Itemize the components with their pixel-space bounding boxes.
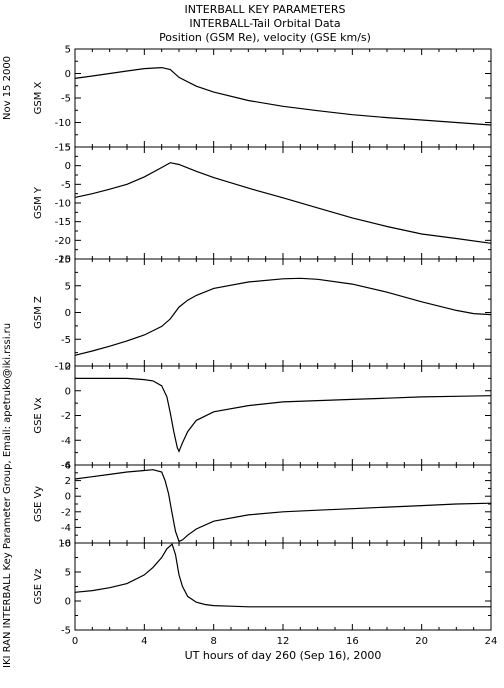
panel-2-ytick-label-3: -10 xyxy=(55,199,71,210)
xtick-label-5: 20 xyxy=(415,636,428,647)
panel-6-ylabel: GSE Vz xyxy=(33,569,44,605)
panel-5-ytick-label-1: 2 xyxy=(65,476,71,487)
panel-6-ytick-label-1: 5 xyxy=(65,568,71,579)
xtick-label-3: 12 xyxy=(277,636,290,647)
panel-3-ytick-label-0: 10 xyxy=(58,255,71,266)
panel-2-ytick-label-0: 5 xyxy=(65,143,71,154)
xtick-label-1: 4 xyxy=(141,636,147,647)
chart-title-line-1: INTERBALL KEY PARAMETERS xyxy=(185,3,346,16)
panel-5-ytick-label-5: -6 xyxy=(61,539,71,550)
panel-4-ytick-label-0: 2 xyxy=(65,362,71,373)
panel-2-ytick-label-6: -25 xyxy=(55,255,71,266)
panel-1-ytick-label-4: -15 xyxy=(55,143,71,154)
panel-2-ytick-label-5: -20 xyxy=(55,236,71,247)
side-credit-label: IKI RAN INTERBALL Key Parameter Group, E… xyxy=(2,323,13,668)
panel-3-frame xyxy=(74,258,492,367)
panel-2-frame xyxy=(74,146,492,260)
xtick-label-6: 24 xyxy=(485,636,498,647)
panel-1-ytick-label-3: -10 xyxy=(55,118,71,129)
panel-5-ytick-label-4: -4 xyxy=(61,523,71,534)
panel-5-ytick-label-2: 0 xyxy=(65,492,71,503)
panel-5-ytick-label-0: 4 xyxy=(65,461,71,472)
panel-3-ytick-label-3: -5 xyxy=(61,335,71,346)
panel-6-ytick-label-0: 10 xyxy=(58,539,71,550)
panel-4-ytick-label-4: -6 xyxy=(61,461,71,472)
panel-2-ytick-label-4: -15 xyxy=(55,217,71,228)
panel-1-ytick-label-0: 5 xyxy=(65,45,71,56)
panel-3-ylabel: GSM Z xyxy=(33,296,44,329)
panel-5-series-line xyxy=(74,469,492,543)
panel-4-ylabel: GSE Vx xyxy=(33,397,44,433)
panel-6-ytick-label-3: -5 xyxy=(61,626,71,637)
panel-3-ytick-label-2: 0 xyxy=(65,308,71,319)
panel-4-ytick-label-3: -4 xyxy=(61,436,71,447)
panel-1-ytick-label-1: 0 xyxy=(65,69,71,80)
panel-1-ylabel: GSM X xyxy=(33,81,44,114)
panel-3-ytick-label-4: -10 xyxy=(55,362,71,373)
panel-6-series-line xyxy=(74,543,491,608)
side-date-label: Nov 15 2000 xyxy=(2,56,13,120)
panel-4-frame xyxy=(74,365,492,466)
panel-3-series-line xyxy=(74,277,492,356)
xtick-label-4: 16 xyxy=(346,636,359,647)
chart-title-line-2: INTERBALL-Tail Orbital Data xyxy=(189,17,340,30)
panel-1-ytick-label-2: -5 xyxy=(61,94,71,105)
panel-5-ytick-label-3: -2 xyxy=(61,507,71,518)
panel-1-frame xyxy=(74,48,492,148)
panel-2-ytick-label-2: -5 xyxy=(61,180,71,191)
panel-1-series-line xyxy=(74,66,492,126)
chart-title-line-3: Position (GSM Re), velocity (GSE km/s) xyxy=(159,31,371,44)
panel-4-series-line xyxy=(75,377,492,453)
panel-6-frame xyxy=(74,542,492,631)
panel-5-ylabel: GSE Vy xyxy=(33,486,44,522)
xtick-label-0: 0 xyxy=(72,636,78,647)
panel-4-ytick-label-1: 0 xyxy=(65,386,71,397)
panel-6-ytick-label-2: 0 xyxy=(65,597,71,608)
panel-2-ylabel: GSM Y xyxy=(33,186,44,219)
panel-4-ytick-label-2: -2 xyxy=(61,411,71,422)
panel-2-ytick-label-1: 0 xyxy=(65,161,71,172)
panel-3-ytick-label-1: 5 xyxy=(65,281,71,292)
panel-5-frame xyxy=(74,464,492,544)
panel-2-series-line xyxy=(74,162,492,244)
x-axis-label: UT hours of day 260 (Sep 16), 2000 xyxy=(185,649,382,662)
xtick-label-2: 8 xyxy=(210,636,216,647)
